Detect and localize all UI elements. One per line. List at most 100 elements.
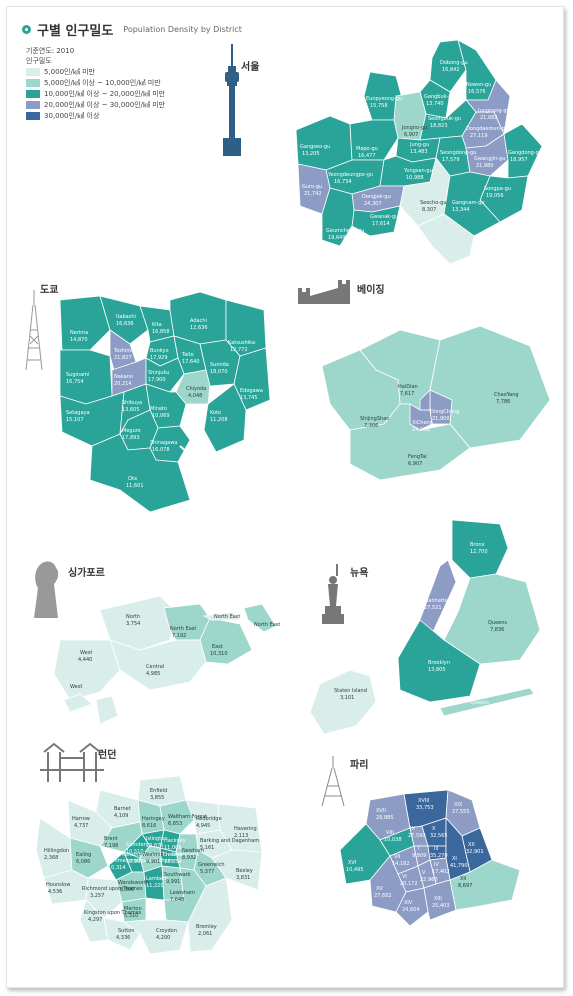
london-borough[interactable]	[85, 877, 123, 919]
district-name: DongCheng	[430, 409, 459, 415]
borough-name: Redbridge	[196, 816, 222, 822]
district-value: 13,483	[410, 149, 428, 155]
district-value: 19,056	[486, 193, 504, 199]
singapore-region[interactable]	[53, 639, 121, 701]
ward-name: Nerima	[70, 330, 88, 336]
arrondissement-name: III	[434, 846, 438, 852]
borough-name: Lewisham	[170, 890, 195, 896]
ward-name: Sumida	[210, 362, 229, 368]
singapore-island	[243, 603, 277, 633]
district-name: Nowon-gu	[466, 82, 491, 88]
arrondissement-value: 29,885	[376, 815, 394, 821]
tokyo-ward[interactable]	[233, 347, 271, 411]
borough-name: Harrow	[72, 816, 90, 822]
legend-swatch	[26, 89, 40, 98]
borough-name: Newham	[182, 848, 204, 854]
singapore-region[interactable]	[199, 617, 253, 665]
ward-value: 16,636	[116, 321, 134, 327]
london-borough[interactable]	[79, 899, 109, 943]
legend-item: 30,000인/㎢ 이상	[26, 110, 165, 121]
region-name: North East	[170, 626, 196, 632]
ward-value: 10,069	[152, 413, 170, 419]
legend-swatch	[26, 111, 40, 120]
paris-arrondissement[interactable]	[395, 887, 429, 927]
borough-value: 3,855	[150, 795, 164, 801]
district-value: 18,957	[510, 157, 528, 163]
arrondissement-name: XI	[452, 856, 457, 862]
seoul-district[interactable]	[417, 213, 475, 265]
tokyo-ward[interactable]	[59, 295, 111, 351]
district-value: 24,307	[364, 201, 382, 207]
district-name: Gwangjin-gu	[474, 156, 505, 162]
legend-swatch	[26, 67, 40, 76]
singapore-map	[53, 595, 277, 725]
ward-name: Kita	[152, 322, 162, 328]
borough-name: Bexley	[236, 868, 253, 874]
ward-name: Bunkyo	[150, 348, 169, 354]
district-value: 6,907	[408, 461, 422, 467]
tower-bridge-icon	[40, 742, 104, 782]
borough-name: Sutton	[118, 928, 135, 934]
ward-name: Itabashi	[116, 314, 136, 320]
borough-name: Southwark	[164, 872, 191, 878]
ward-value: 11,208	[210, 417, 228, 423]
region-value: 4,985	[146, 671, 160, 677]
paris-arrondissement[interactable]	[449, 859, 521, 911]
ward-name: Toshima	[113, 348, 134, 354]
ward-value: 12,772	[230, 347, 248, 353]
arrondissement-value: 22,960	[420, 877, 438, 883]
seoul-district[interactable]	[465, 79, 511, 136]
nyc-borough[interactable]	[309, 669, 377, 735]
singapore-region[interactable]	[109, 639, 207, 691]
beijing-map	[321, 325, 551, 481]
arrondissement-name: XIX	[454, 802, 463, 808]
nyc-borough[interactable]	[397, 619, 481, 703]
seoul-map	[295, 39, 543, 265]
district-value: 13,205	[302, 151, 320, 157]
borough-name: Westminster	[142, 852, 174, 858]
district-value: 21,682	[480, 115, 498, 121]
tokyo-ward[interactable]	[89, 433, 191, 513]
district-name: Jongno-gu	[401, 125, 427, 131]
borough-name: Havering	[234, 826, 257, 832]
ward-value: 17,929	[150, 355, 168, 361]
seoul-tower-icon	[223, 44, 241, 156]
ward-value: 13,745	[240, 395, 258, 401]
legend-label: 10,000인/㎢ 이상 ~ 20,000인/㎢ 미만	[44, 89, 166, 98]
borough-value: 2,368	[44, 855, 58, 861]
london-borough[interactable]	[159, 799, 195, 835]
ward-name: Meguro	[122, 428, 141, 434]
district-value: 21,900	[432, 416, 450, 422]
borough-value: 10,314	[108, 865, 126, 871]
arrondissement-value: 10,038	[384, 837, 402, 843]
district-name: Gwanak-gu	[370, 214, 398, 220]
tokyo-ward[interactable]	[203, 383, 247, 453]
seoul-district[interactable]	[295, 115, 353, 171]
borough-name: Merton	[124, 906, 142, 912]
legend: 기준연도: 2010 인구밀도 5,000인/㎢ 미만 5,000인/㎢ 이상 …	[26, 46, 165, 121]
borough-value: 4,336	[116, 935, 130, 941]
tokyo-ward[interactable]	[99, 295, 149, 345]
london-borough[interactable]	[187, 877, 233, 953]
district-value: 19,649	[328, 235, 346, 241]
borough-value: 4,945	[196, 823, 210, 829]
london-borough[interactable]	[211, 849, 263, 891]
london-borough[interactable]	[122, 919, 189, 955]
district-value: 10,988	[406, 175, 424, 181]
borough-value: 5,310	[124, 913, 138, 919]
great-wall-icon	[298, 280, 350, 304]
borough-name: Islington	[146, 836, 167, 842]
seoul-district[interactable]	[321, 187, 355, 247]
ward-name: Shinjuku	[148, 370, 169, 376]
borough-name: Haringey	[142, 816, 165, 822]
district-value: 7,786	[496, 399, 510, 405]
singapore-island	[63, 693, 93, 713]
nyc-borough[interactable]	[443, 573, 541, 665]
district-value: 27,119	[470, 133, 488, 139]
arrondissement-value: 8,697	[458, 883, 472, 889]
district-value: 24,908	[412, 427, 430, 433]
arrondissement-name: XV	[376, 886, 383, 892]
beijing-district[interactable]	[349, 403, 471, 481]
arrondissement-name: XVI	[348, 860, 356, 866]
arrondissement-name: V	[422, 870, 426, 876]
